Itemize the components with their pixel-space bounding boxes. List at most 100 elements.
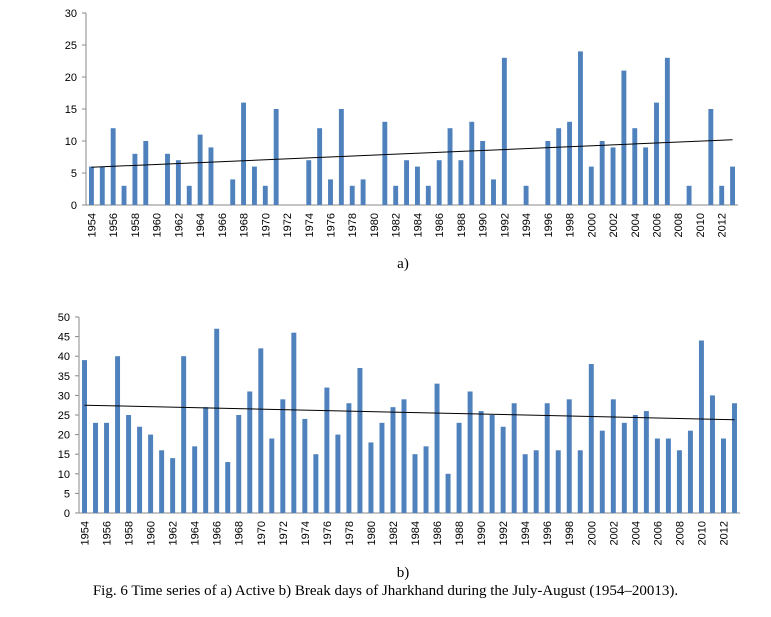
x-tick-label: 1980 — [366, 521, 378, 545]
bar — [324, 387, 330, 513]
figure-caption: Fig. 6 Time series of a) Active b) Break… — [92, 583, 679, 599]
x-tick-label: 2004 — [630, 521, 642, 545]
bar — [500, 426, 506, 513]
y-tick-label: 25 — [58, 410, 70, 422]
bar — [273, 109, 279, 205]
bar — [186, 185, 192, 205]
x-tick-label: 1990 — [476, 521, 488, 545]
x-tick-label: 1986 — [432, 521, 444, 545]
x-tick-label: 1982 — [388, 521, 400, 545]
panel-label: a) — [397, 256, 409, 272]
y-tick-label: 30 — [58, 390, 70, 402]
bar — [588, 166, 594, 205]
bar — [577, 450, 583, 513]
bar — [335, 434, 341, 513]
bar — [708, 109, 714, 205]
x-tick-label: 2012 — [718, 521, 730, 545]
y-tick-label: 0 — [71, 200, 77, 212]
y-tick-label: 15 — [65, 104, 77, 116]
bar — [533, 450, 539, 513]
bar — [480, 141, 486, 205]
x-tick-label: 1968 — [234, 521, 246, 545]
bar — [434, 383, 440, 513]
bar — [545, 141, 551, 205]
x-tick-label: 1980 — [369, 213, 381, 237]
bar — [709, 395, 715, 513]
bar — [555, 450, 561, 513]
trendline — [84, 404, 735, 421]
bar — [82, 360, 87, 513]
x-tick-label: 1960 — [152, 213, 164, 237]
x-tick-label: 1954 — [80, 521, 92, 545]
bar — [456, 422, 462, 513]
bar — [522, 454, 528, 513]
bar — [258, 348, 264, 513]
bar — [328, 179, 333, 205]
bar — [214, 328, 220, 513]
bar — [567, 121, 573, 205]
x-tick-label: 2008 — [673, 213, 685, 237]
bar — [262, 185, 268, 205]
bar — [148, 434, 154, 513]
bar — [225, 462, 231, 513]
x-tick-label: 1966 — [212, 521, 224, 545]
x-tick-label: 1970 — [256, 521, 268, 545]
bar — [632, 128, 638, 205]
bar — [423, 446, 429, 513]
bar — [346, 403, 352, 513]
x-tick-label: 1978 — [344, 521, 356, 545]
x-tick-label: 1984 — [410, 521, 422, 545]
bar — [317, 128, 323, 205]
x-tick-label: 1958 — [124, 521, 136, 545]
x-tick-label: 1994 — [520, 521, 532, 545]
x-tick-label: 1962 — [173, 213, 185, 237]
y-tick-label: 15 — [58, 449, 70, 461]
bar — [478, 411, 484, 513]
bar — [104, 422, 110, 513]
x-tick-label: 1998 — [564, 521, 576, 545]
x-tick-label: 1990 — [478, 213, 490, 237]
bar — [88, 166, 94, 205]
x-tick-label: 1962 — [168, 521, 180, 545]
x-tick-label: 1988 — [454, 521, 466, 545]
bar — [126, 415, 132, 513]
x-tick-label: 1970 — [260, 213, 272, 237]
bar — [159, 450, 165, 513]
x-tick-label: 1964 — [195, 213, 207, 237]
bar — [436, 160, 442, 205]
x-tick-label: 1974 — [304, 213, 316, 237]
bar — [599, 430, 605, 513]
bar — [412, 454, 418, 513]
bar — [489, 415, 495, 513]
bar — [588, 364, 594, 513]
x-tick-label: 2000 — [586, 213, 598, 237]
y-tick-label: 40 — [58, 351, 70, 363]
bar — [192, 446, 198, 513]
bar — [170, 458, 176, 513]
x-tick-label: 1956 — [108, 213, 120, 237]
bar — [643, 411, 649, 513]
bar — [556, 128, 562, 205]
y-tick-label: 50 — [58, 312, 70, 324]
x-tick-label: 2002 — [608, 213, 620, 237]
bar — [632, 415, 638, 513]
bar — [719, 185, 725, 205]
bar — [241, 102, 247, 205]
x-tick-label: 2000 — [586, 521, 598, 545]
y-tick-label: 10 — [58, 469, 70, 481]
bar — [302, 418, 308, 513]
x-tick-label: 2004 — [630, 213, 642, 237]
y-tick-label: 5 — [71, 168, 77, 180]
bar — [621, 70, 627, 205]
x-tick-label: 1972 — [278, 521, 290, 545]
bar — [99, 166, 105, 205]
x-tick-label: 1974 — [300, 521, 312, 545]
bar — [247, 391, 253, 513]
y-tick-label: 0 — [64, 508, 70, 520]
x-tick-label: 1984 — [412, 213, 424, 237]
bar — [368, 442, 374, 513]
bar — [280, 399, 286, 513]
x-tick-label: 1994 — [521, 213, 533, 237]
bar — [469, 121, 475, 205]
y-tick-label: 20 — [58, 430, 70, 442]
